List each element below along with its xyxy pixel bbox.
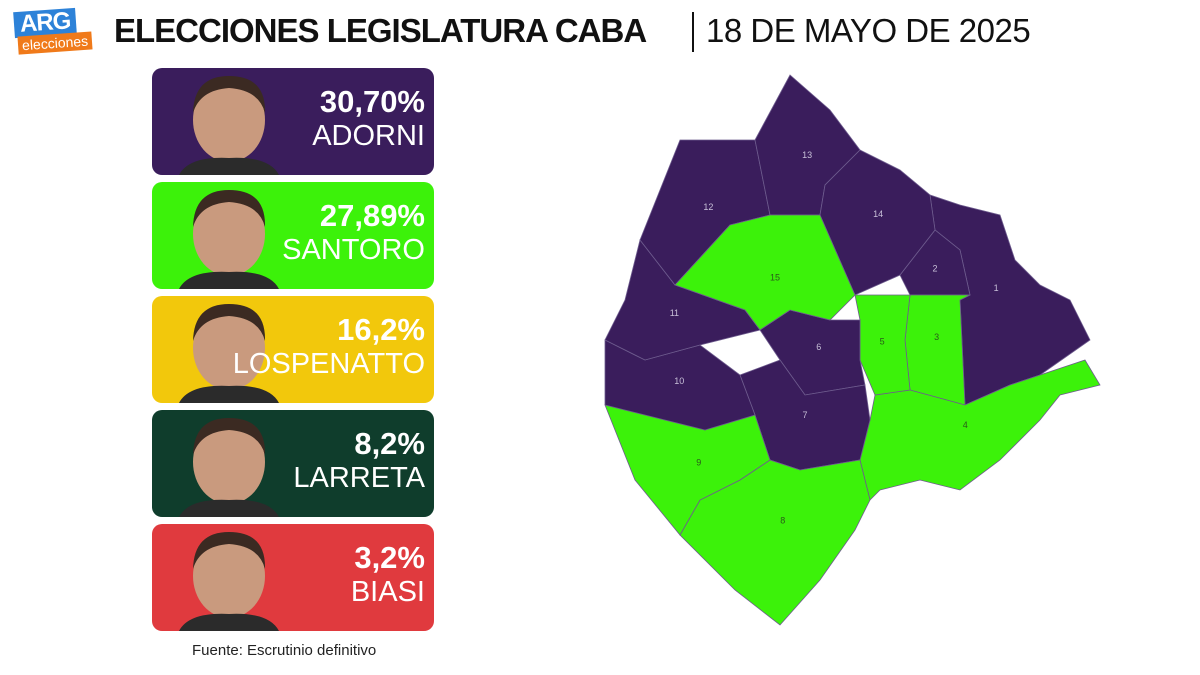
separator bbox=[692, 12, 694, 52]
candidate-percent: 3,2% bbox=[354, 540, 425, 575]
candidate-photo bbox=[179, 304, 279, 403]
comuna-label: 1 bbox=[994, 283, 999, 293]
comuna-label: 12 bbox=[703, 202, 713, 212]
comuna-label: 11 bbox=[670, 308, 679, 318]
comuna-label: 15 bbox=[770, 273, 780, 283]
comuna-label: 9 bbox=[696, 458, 701, 468]
date: 18 DE MAYO DE 2025 bbox=[706, 12, 1031, 49]
candidate-name: LARRETA bbox=[293, 462, 425, 494]
candidate-card: 16,2% LOSPENATTO bbox=[152, 296, 434, 403]
candidate-photo bbox=[179, 532, 279, 631]
candidate-percent: 30,70% bbox=[319, 84, 425, 119]
comuna bbox=[904, 294, 971, 406]
comuna-label: 3 bbox=[934, 332, 939, 342]
candidate-name: ADORNI bbox=[312, 120, 425, 152]
candidate-name: SANTORO bbox=[282, 234, 425, 266]
comuna-label: 7 bbox=[802, 410, 807, 420]
candidate-card: 3,2% BIASI bbox=[152, 524, 434, 631]
comuna-label: 2 bbox=[932, 263, 937, 273]
source: Fuente: Escrutinio definitivo bbox=[192, 642, 377, 659]
candidate-card: 30,70% ADORNI bbox=[152, 68, 434, 175]
comuna bbox=[674, 214, 856, 331]
comuna-label: 13 bbox=[802, 150, 812, 160]
candidate-photo bbox=[179, 76, 279, 175]
candidate-name: LOSPENATTO bbox=[232, 348, 425, 380]
candidate-photo bbox=[179, 190, 279, 289]
comuna-label: 6 bbox=[816, 342, 821, 352]
candidate-percent: 8,2% bbox=[354, 426, 425, 461]
comuna-label: 5 bbox=[880, 337, 885, 347]
comuna-label: 4 bbox=[963, 420, 968, 430]
title: ELECCIONES LEGISLATURA CABA bbox=[114, 12, 647, 49]
candidate-photo bbox=[179, 418, 279, 517]
comuna-label: 14 bbox=[873, 209, 883, 219]
candidate-name: BIASI bbox=[350, 576, 425, 608]
candidate-percent: 16,2% bbox=[337, 312, 425, 347]
comuna-label: 10 bbox=[674, 376, 684, 386]
candidate-percent: 27,89% bbox=[319, 198, 425, 233]
candidate-card: 8,2% LARRETA bbox=[152, 410, 434, 517]
comuna-label: 8 bbox=[780, 515, 785, 525]
candidate-card: 27,89% SANTORO bbox=[152, 182, 434, 289]
